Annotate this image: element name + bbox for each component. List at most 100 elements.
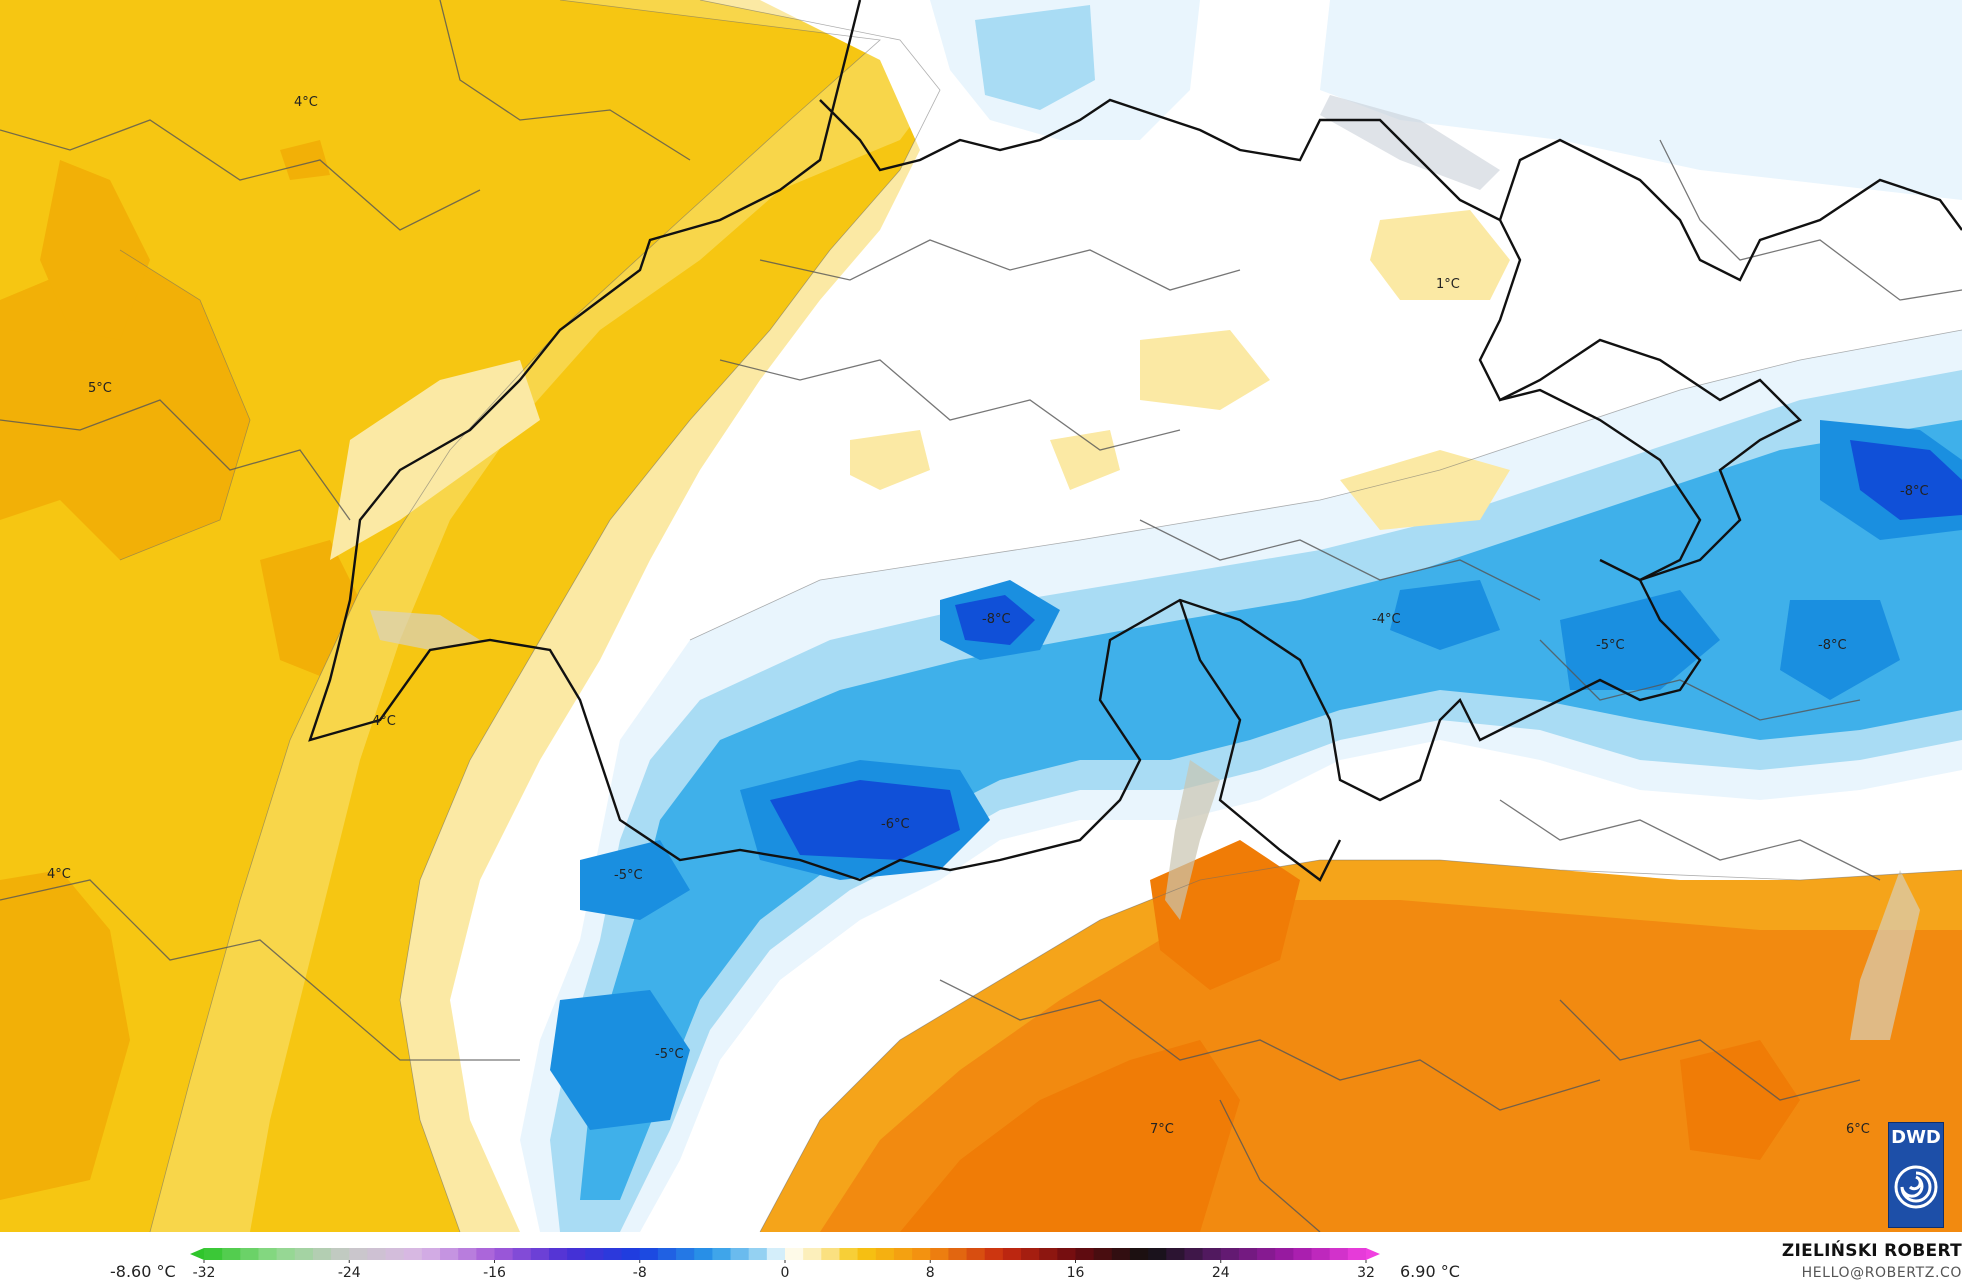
scale-swatch [1002, 1248, 1022, 1260]
warm-patch [0, 250, 250, 560]
cold-core [550, 990, 690, 1130]
warm-patch [280, 140, 330, 180]
map-label: -6°C [881, 817, 910, 832]
map-label: 4°C [372, 714, 396, 729]
author-credit: ZIELIŃSKI ROBERT [1781, 1241, 1962, 1261]
legend-max-value: 6.90 °C [1400, 1262, 1460, 1281]
scale-swatch [494, 1248, 514, 1260]
scale-swatch [1129, 1248, 1149, 1260]
cold-core [1780, 600, 1900, 700]
map-label: 4°C [294, 95, 318, 110]
map-label: -8°C [1818, 638, 1847, 653]
scale-swatch [222, 1248, 241, 1260]
map-label: 4°C [47, 867, 71, 882]
scale-swatch [657, 1248, 677, 1260]
scale-swatch [875, 1248, 895, 1260]
scale-swatch [276, 1248, 296, 1260]
scale-tick-label: 16 [1067, 1265, 1085, 1281]
scale-swatch [639, 1248, 659, 1260]
scale-swatch [1238, 1248, 1258, 1260]
scale-swatch [548, 1248, 568, 1260]
scale-swatch [512, 1248, 532, 1260]
scale-swatch [331, 1248, 350, 1260]
scale-swatch [785, 1248, 804, 1260]
color-scale-ticks: -32 -24 -16 -8 0 8 16 24 32 [193, 1260, 1375, 1281]
temperature-labels: 4°C 5°C 4°C 4°C 1°C -8°C -8°C -4°C -5°C … [47, 95, 1929, 1137]
jura-pale [330, 360, 540, 560]
scale-swatch [312, 1248, 332, 1260]
scale-high-arrow [1366, 1248, 1380, 1260]
warm-spot [1340, 450, 1510, 530]
regional-borders [0, 0, 1962, 1232]
swirl-icon [1894, 1165, 1938, 1209]
scale-tick-label: -24 [338, 1265, 361, 1281]
scale-swatch [1257, 1248, 1276, 1260]
ice-area [1320, 0, 1962, 200]
scale-swatch [1166, 1248, 1185, 1260]
scale-tick-label: -8 [633, 1265, 647, 1281]
logo-text: DWD [1891, 1127, 1941, 1148]
scale-swatch [440, 1248, 459, 1260]
scale-swatch [385, 1248, 405, 1260]
color-scale: -32 -24 -16 -8 0 8 16 24 32 [190, 1248, 1380, 1281]
deep-cold-core [770, 780, 960, 860]
scale-swatch [1039, 1248, 1058, 1260]
cold-core [1390, 580, 1500, 650]
scale-swatch [403, 1248, 423, 1260]
color-scale-swatches [190, 1248, 1380, 1260]
scale-swatch [1220, 1248, 1240, 1260]
cold-core [580, 840, 690, 920]
map-label: 5°C [88, 381, 112, 396]
warm-spot [850, 430, 930, 490]
scale-swatch [839, 1248, 859, 1260]
scale-swatch [694, 1248, 713, 1260]
scale-tick-label: 24 [1212, 1265, 1230, 1281]
scale-swatch [1184, 1248, 1204, 1260]
scale-swatch [893, 1248, 913, 1260]
scale-tick-label: 8 [926, 1265, 935, 1281]
scale-swatch [1075, 1248, 1095, 1260]
scale-swatch [1148, 1248, 1167, 1260]
scale-swatch [1021, 1248, 1040, 1260]
map-label: 6°C [1846, 1122, 1870, 1137]
scale-swatch [530, 1248, 550, 1260]
cold-core [1560, 590, 1720, 690]
scale-tick-label: 32 [1357, 1265, 1375, 1281]
scale-swatch [1311, 1248, 1331, 1260]
scale-swatch [367, 1248, 387, 1260]
scale-swatch [240, 1248, 259, 1260]
scale-swatch [730, 1248, 750, 1260]
mild-band [150, 0, 1020, 1232]
scale-swatch [567, 1248, 586, 1260]
map-label: -8°C [1900, 484, 1929, 499]
warm-spot [1050, 430, 1120, 490]
scale-low-arrow [190, 1248, 204, 1260]
lake-constance [1320, 95, 1500, 190]
temperature-map: 4°C 5°C 4°C 4°C 1°C -8°C -8°C -4°C -5°C … [0, 0, 1962, 1232]
scale-swatch [1093, 1248, 1113, 1260]
scale-tick-label: -32 [193, 1265, 216, 1281]
scale-swatch [585, 1248, 604, 1260]
warm-spot [1140, 330, 1270, 410]
scale-swatch [1347, 1248, 1367, 1260]
scale-swatch [294, 1248, 314, 1260]
scale-swatch [421, 1248, 441, 1260]
scale-swatch [204, 1248, 223, 1260]
deep-cold-core [955, 595, 1035, 645]
dwd-logo: DWD [1888, 1122, 1944, 1228]
country-borders [308, 0, 1962, 882]
scale-tick-label: 0 [781, 1265, 790, 1281]
map-label: 7°C [1150, 1122, 1174, 1137]
scale-swatch [766, 1248, 786, 1260]
scale-swatch [1202, 1248, 1222, 1260]
warm-patch [40, 160, 150, 340]
warm-spot [1370, 210, 1510, 300]
warm-patch [0, 870, 130, 1200]
scale-swatch [857, 1248, 877, 1260]
warm-valley-hot [1680, 1040, 1800, 1160]
scale-swatch [712, 1248, 732, 1260]
map-label: -5°C [1596, 638, 1625, 653]
author-email: HELLO@ROBERTZ.CO [1801, 1265, 1962, 1281]
scale-swatch [1275, 1248, 1294, 1260]
map-label: -4°C [1372, 612, 1401, 627]
